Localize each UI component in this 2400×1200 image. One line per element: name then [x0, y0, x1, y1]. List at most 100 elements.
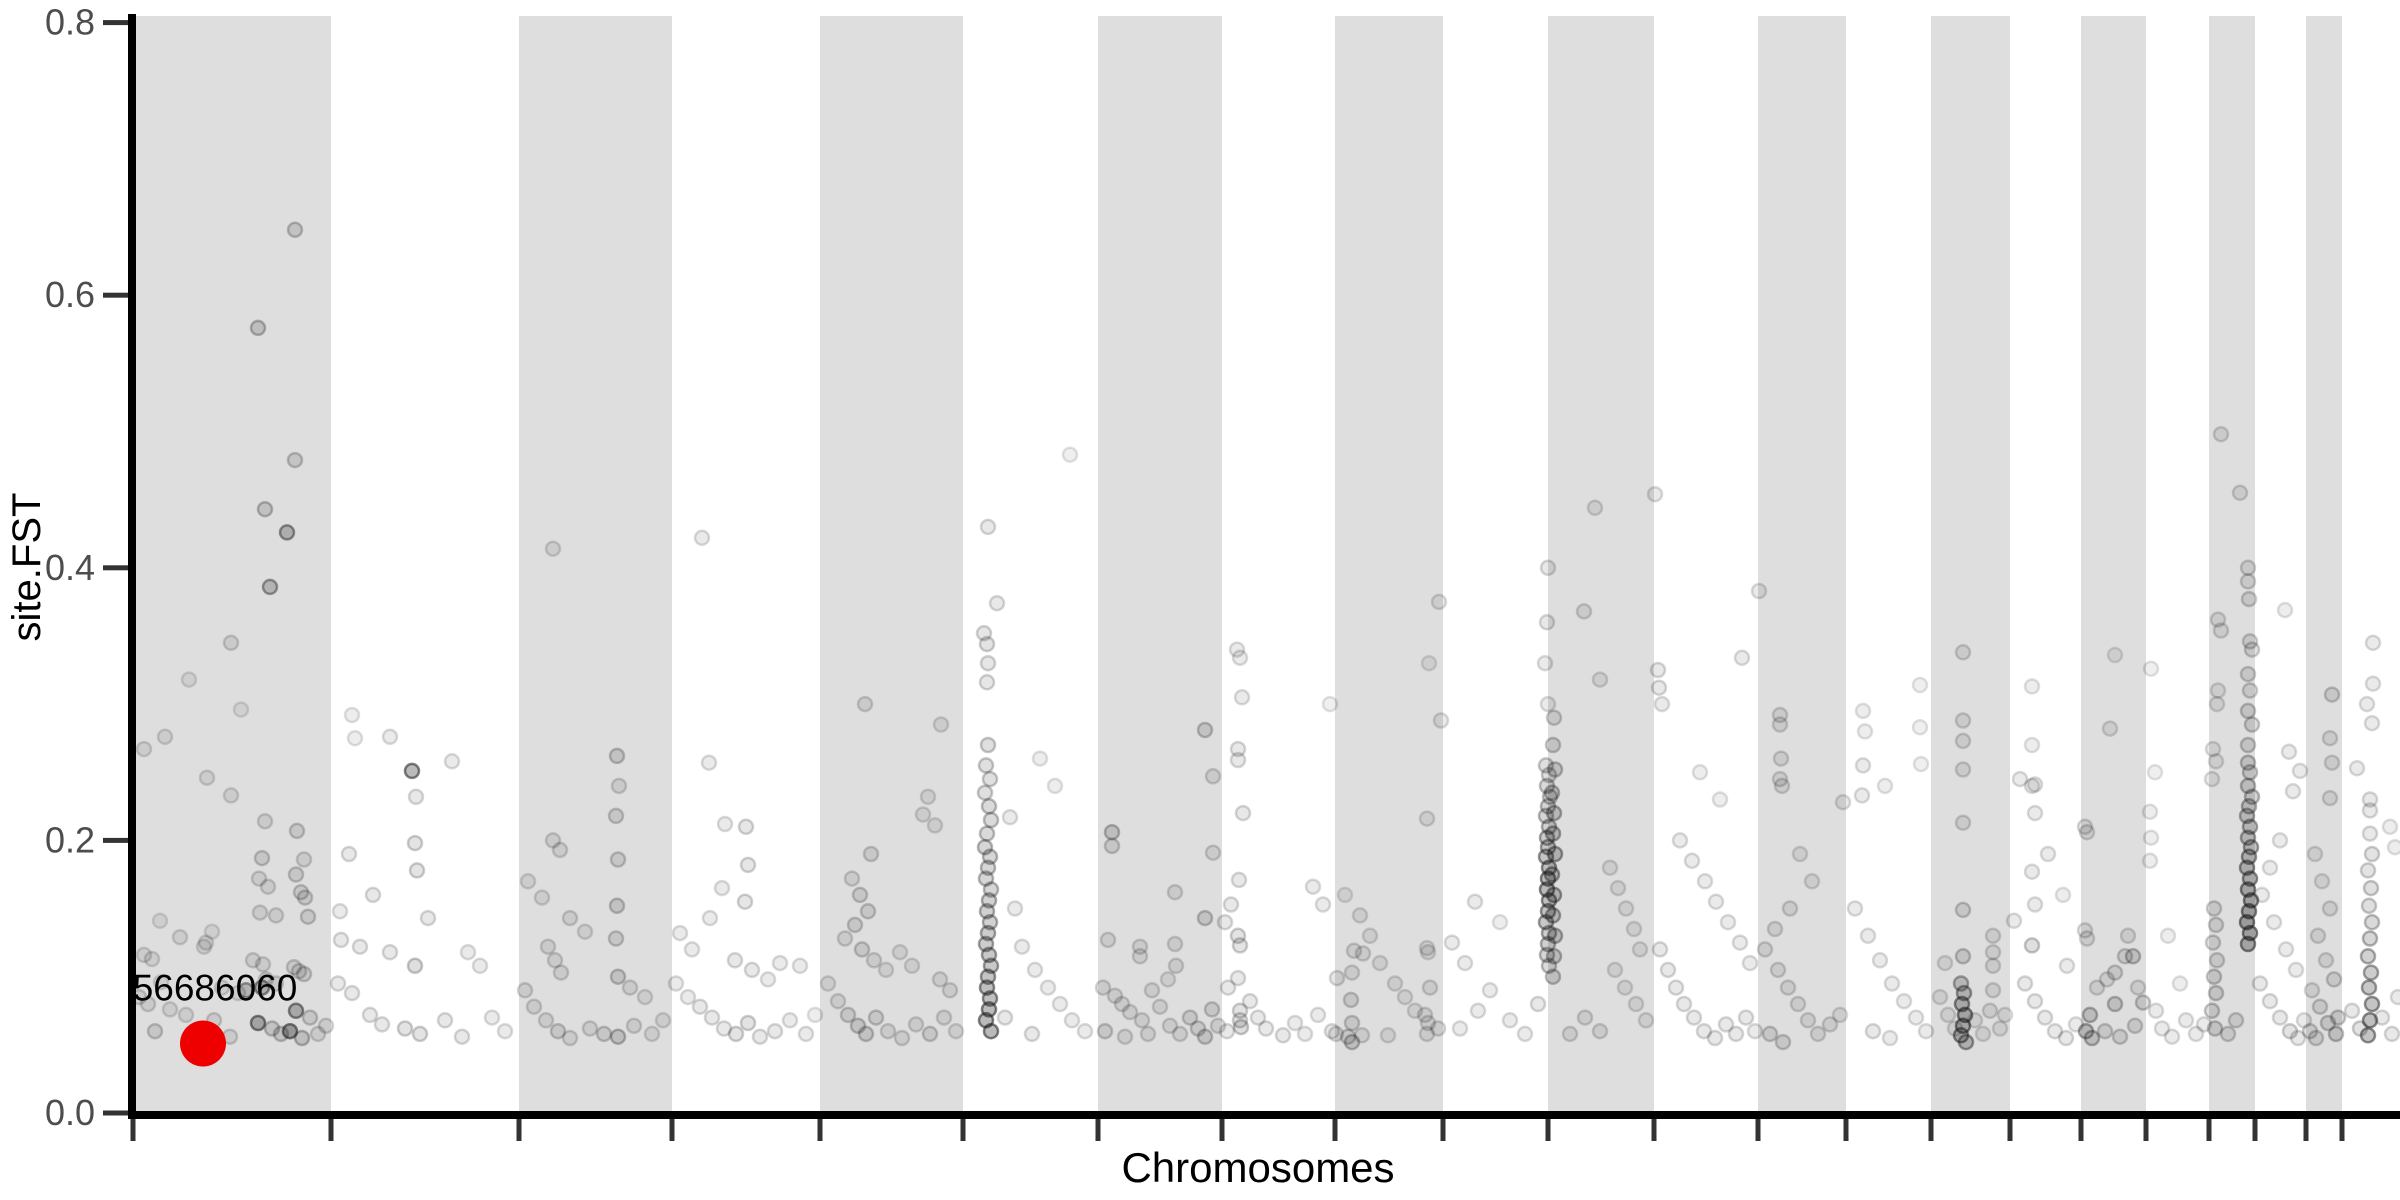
data-point — [978, 903, 996, 920]
data-point — [301, 1009, 319, 1026]
data-point — [2058, 957, 2076, 975]
data-point — [1231, 1012, 1249, 1029]
data-point — [2209, 682, 2227, 699]
data-point — [1895, 992, 1913, 1010]
data-point — [1443, 934, 1461, 951]
data-point — [2241, 633, 2259, 650]
data-point — [1166, 935, 1184, 953]
data-point — [1241, 992, 1259, 1010]
data-point — [982, 811, 1000, 829]
data-point — [843, 870, 861, 887]
data-point — [2239, 665, 2257, 683]
data-point — [135, 740, 153, 758]
data-point — [1013, 938, 1031, 955]
chromosome-band — [820, 16, 963, 1111]
data-point — [1601, 859, 1619, 876]
data-point — [2317, 952, 2335, 969]
data-point — [251, 904, 269, 921]
chromosome-band — [1335, 16, 1443, 1111]
data-point — [1537, 807, 1555, 825]
data-point — [766, 1022, 784, 1040]
data-point — [2361, 802, 2379, 819]
data-point — [893, 1029, 911, 1047]
y-tick-mark — [103, 837, 128, 843]
data-point — [907, 1016, 925, 1033]
data-point — [739, 1014, 757, 1032]
data-point — [829, 992, 847, 1010]
data-point — [1103, 837, 1121, 855]
data-point — [2343, 1002, 2361, 1020]
data-point — [1231, 937, 1249, 954]
data-point — [914, 806, 932, 823]
data-point — [781, 1012, 799, 1029]
data-point — [2301, 1022, 2319, 1040]
data-point — [2363, 845, 2381, 863]
data-point — [2373, 1009, 2391, 1026]
data-point — [1871, 952, 1889, 969]
data-point — [2147, 1002, 2165, 1020]
data-point — [819, 975, 837, 992]
data-point — [1774, 1033, 1792, 1051]
data-point — [2361, 825, 2379, 842]
data-point — [281, 1022, 299, 1040]
data-point — [2203, 1002, 2221, 1020]
data-point — [1339, 1028, 1357, 1045]
data-point — [2171, 975, 2189, 992]
data-point — [977, 757, 995, 774]
chromosome-band — [1098, 16, 1222, 1111]
data-point — [2208, 952, 2226, 969]
data-point — [1984, 982, 2002, 999]
data-point — [2303, 982, 2321, 999]
data-point — [1586, 499, 1604, 517]
data-point — [1954, 948, 1972, 965]
data-point — [806, 1006, 824, 1024]
data-point — [1741, 954, 1759, 972]
data-point — [295, 965, 313, 983]
data-point — [1546, 927, 1564, 945]
data-point — [1229, 740, 1247, 758]
data-point — [551, 841, 569, 859]
data-point — [2141, 803, 2159, 821]
data-point — [1343, 964, 1361, 981]
data-point — [2358, 695, 2376, 713]
data-point — [1233, 689, 1251, 706]
data-point — [879, 1022, 897, 1040]
data-point — [2023, 863, 2041, 880]
data-point — [2361, 1012, 2379, 1029]
data-point — [1606, 961, 1624, 979]
data-point — [2026, 776, 2044, 793]
data-point — [1545, 709, 1563, 726]
data-point — [1257, 1020, 1275, 1037]
data-point — [667, 975, 685, 992]
data-point — [544, 832, 562, 849]
data-point — [459, 943, 477, 961]
data-point — [2277, 941, 2295, 958]
data-point — [161, 1001, 179, 1018]
x-tick-mark — [2303, 1119, 2309, 1141]
data-point — [980, 798, 998, 815]
data-point — [1231, 649, 1249, 667]
data-point — [267, 975, 285, 992]
data-point — [683, 941, 701, 958]
data-point — [2389, 988, 2400, 1006]
data-point — [533, 889, 551, 906]
data-point — [253, 979, 271, 996]
x-tick-mark — [2206, 1119, 2212, 1141]
data-point — [340, 845, 358, 863]
data-point — [2129, 979, 2147, 996]
data-point — [1876, 777, 1894, 795]
data-point — [2363, 913, 2381, 931]
x-tick-mark — [817, 1119, 823, 1141]
data-point — [296, 889, 314, 906]
data-point — [607, 930, 625, 947]
data-point — [2242, 838, 2260, 856]
data-point — [1667, 979, 1685, 996]
data-point — [2159, 927, 2177, 945]
data-point — [1631, 941, 1649, 958]
data-point — [1323, 1022, 1341, 1040]
data-point — [1685, 1009, 1703, 1026]
data-point — [1421, 979, 1439, 996]
data-point — [1538, 777, 1556, 795]
data-point — [222, 634, 240, 652]
data-point — [919, 788, 937, 806]
